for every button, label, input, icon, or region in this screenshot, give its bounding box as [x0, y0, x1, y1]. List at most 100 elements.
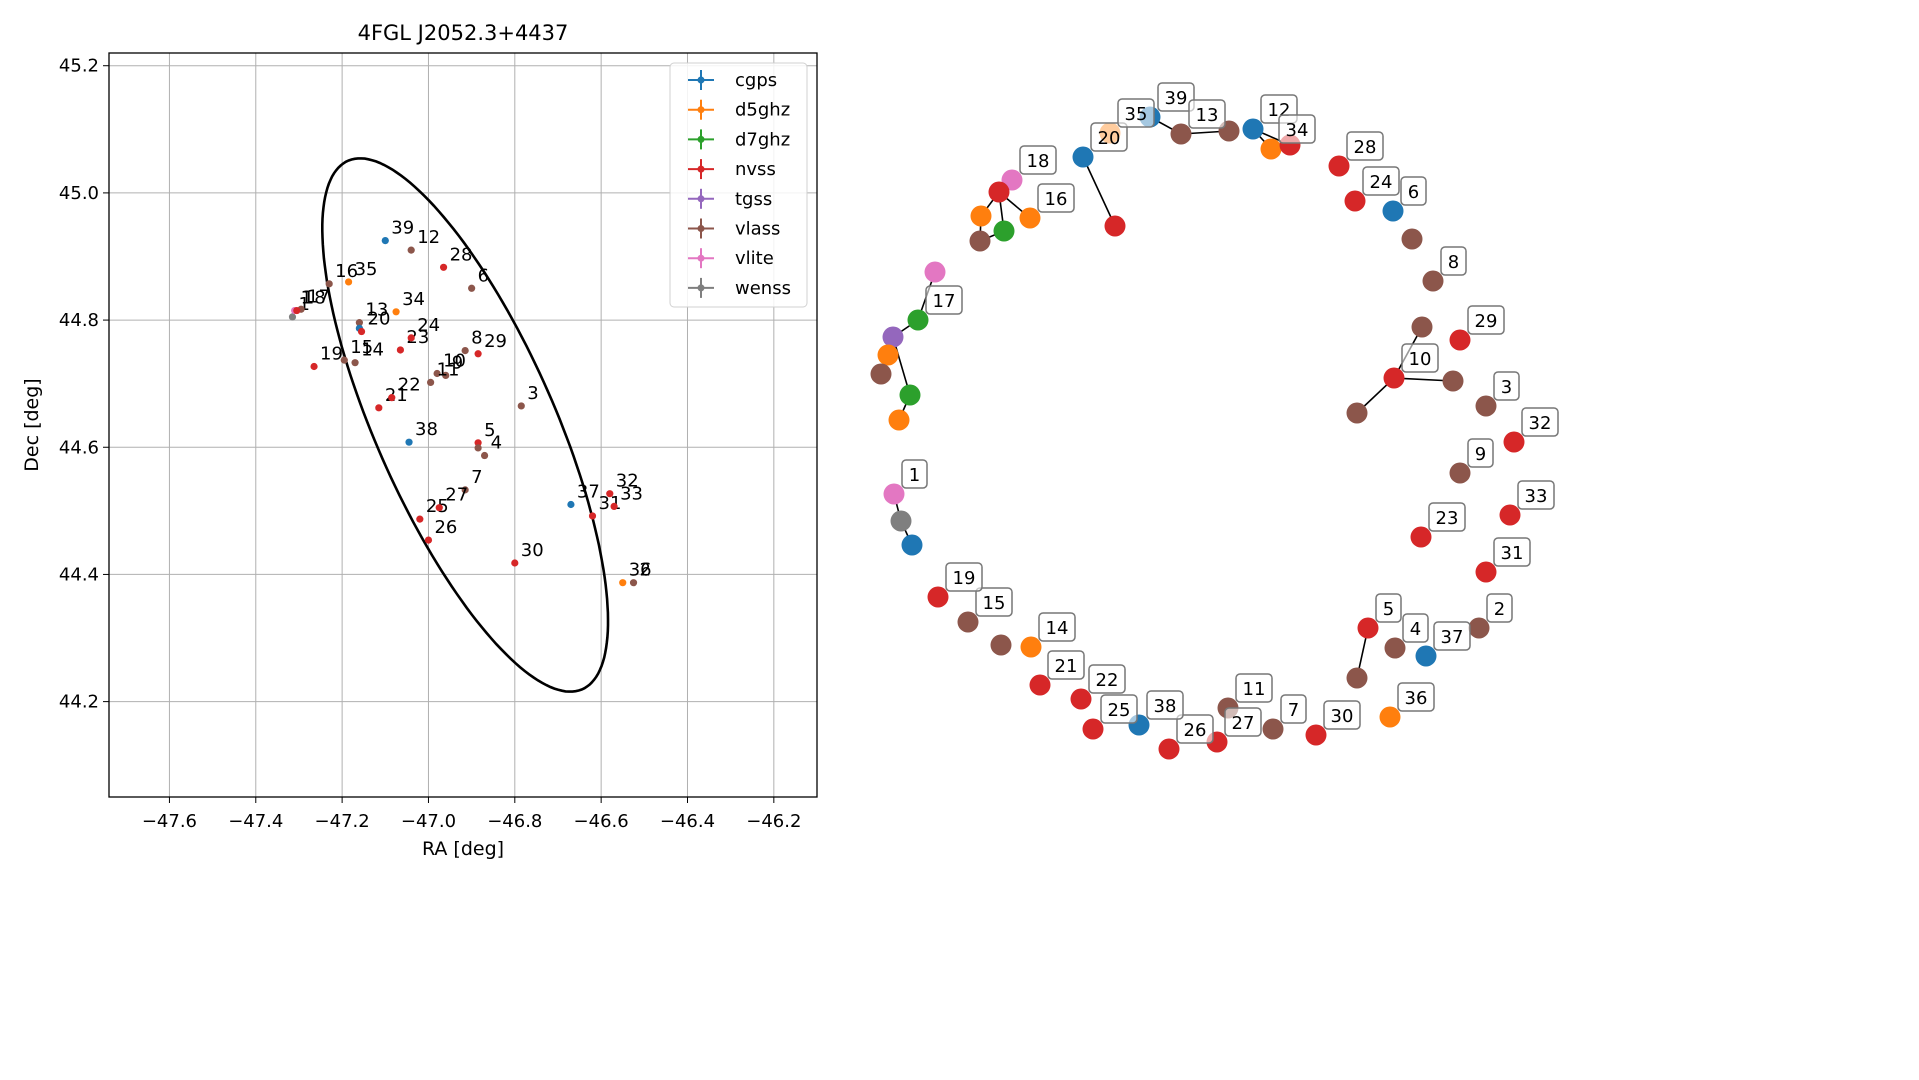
data-point-35	[344, 278, 353, 286]
point-label: 33	[620, 483, 643, 504]
data-point-22	[388, 394, 396, 402]
point-label: 29	[484, 331, 507, 352]
graph-label-box	[1323, 700, 1361, 730]
graph-node-28	[1328, 155, 1350, 177]
point-label: 6	[478, 265, 489, 286]
x-axis-label: RA [deg]	[422, 838, 504, 860]
legend-marker-dot	[697, 284, 705, 292]
graph-label-box	[1088, 664, 1126, 694]
graph-node-label: 26	[1176, 714, 1214, 744]
graph-node-label: 32	[1521, 407, 1559, 437]
graph-label-box	[1493, 537, 1531, 567]
graph-label-box	[1280, 694, 1307, 724]
y-axis-label: Dec [deg]	[21, 378, 43, 471]
data-point-19	[310, 362, 318, 371]
graph-node-d5ghz	[970, 205, 992, 227]
point-label: 24	[417, 315, 440, 336]
y-tick-label: 44.2	[59, 692, 99, 713]
graph-node-19	[927, 586, 949, 608]
graph-node-16	[1019, 207, 1041, 229]
graph-label-text: 17	[933, 291, 956, 312]
point-label: 19	[320, 343, 343, 364]
legend-item-vlite: vlite	[688, 248, 774, 269]
legend-items: cgps d5ghz d7ghz nvss tgss vlass vlite wenss	[688, 70, 791, 299]
graph-node-label: 34	[1278, 114, 1316, 144]
data-point-34	[392, 308, 400, 316]
point-label: 27	[445, 485, 468, 506]
graph-node-34	[1260, 138, 1282, 160]
graph-node-4	[1384, 637, 1406, 659]
graph-node-label: 29	[1467, 305, 1505, 335]
graph-label-text: 15	[983, 593, 1006, 614]
graph-node-label: 27	[1224, 707, 1262, 737]
legend-label: tgss	[735, 189, 772, 210]
legend-item-nvss: nvss	[688, 159, 776, 180]
graph-label-box	[1188, 99, 1226, 129]
graph-label-box	[1493, 371, 1520, 401]
graph-node-17	[907, 309, 929, 331]
graph-node-cgps	[901, 534, 923, 556]
graph-label-box	[1433, 621, 1471, 651]
legend-marker-dot	[697, 76, 705, 84]
graph-node-13	[1170, 123, 1192, 145]
data-point-26	[424, 536, 433, 544]
graph-node-label: 38	[1146, 690, 1184, 720]
graph-label-box	[1047, 650, 1085, 680]
graph-node-6	[1382, 200, 1404, 222]
graph-node-vlass	[1346, 667, 1368, 689]
x-tick-label: −47.2	[315, 811, 370, 832]
graph-node-label: 8	[1440, 246, 1467, 276]
x-tick-label: −47.0	[401, 811, 456, 832]
legend-box	[669, 62, 808, 308]
graph-node-label: 10	[1401, 343, 1439, 373]
point-label: 20	[368, 309, 391, 330]
point-label: 34	[402, 289, 425, 310]
graph-label-box	[1521, 407, 1559, 437]
graph-node-2	[1468, 617, 1490, 639]
graph-node-label: 37	[1433, 621, 1471, 651]
graph-node-label: 20	[1090, 122, 1128, 152]
graph-node-32	[1503, 431, 1525, 453]
graph-label-text: 5	[1383, 599, 1394, 620]
data-point-5	[474, 439, 482, 447]
legend-item-wenss: wenss	[688, 277, 791, 299]
graph-label-text: 13	[1196, 105, 1219, 126]
data-point-38	[405, 438, 413, 446]
x-tick-label: −46.8	[487, 811, 542, 832]
graph-label-text: 16	[1045, 189, 1068, 210]
legend-label: vlass	[735, 219, 780, 240]
graph-label-text: 31	[1501, 543, 1524, 564]
graph-node-label: 7	[1280, 694, 1307, 724]
data-point-vlass	[474, 444, 482, 452]
graph-node-label: 15	[975, 587, 1013, 617]
graph-label-text: 39	[1165, 88, 1188, 109]
data-point-9	[442, 371, 450, 379]
point-label: 17	[307, 286, 330, 307]
graph-label-text: 32	[1529, 413, 1552, 434]
legend-label: wenss	[735, 278, 791, 299]
graph-label-text: 23	[1436, 508, 1459, 529]
graph-node-vlass	[969, 230, 991, 252]
graph-label-box	[1146, 690, 1184, 720]
graph-label-box	[1224, 707, 1262, 737]
error-ellipse	[321, 157, 610, 693]
graph-label-text: 34	[1286, 120, 1309, 141]
x-tick-label: −46.4	[660, 811, 715, 832]
graph-node-tgss	[882, 326, 904, 348]
legend-marker-dot	[697, 254, 705, 262]
y-tick-label: 44.8	[59, 310, 99, 331]
legend-item-d7ghz: d7ghz	[688, 129, 790, 150]
graph-node-label: 28	[1346, 131, 1384, 161]
data-point-31	[588, 512, 597, 520]
x-axis-ticks: −47.6 −47.4 −47.2 −47.0 −46.8 −46.6 −46.4 −46.2	[142, 797, 801, 832]
graph-node-24	[1344, 190, 1366, 212]
graph-node-3	[1475, 395, 1497, 417]
graph-label-text: 22	[1096, 670, 1119, 691]
graph-label-box	[1038, 612, 1076, 642]
graph-label-box	[1100, 694, 1138, 724]
graph-label-text: 4	[1410, 619, 1421, 640]
graph-label-box	[901, 459, 928, 489]
graph-label-box	[1397, 682, 1435, 712]
data-point-14	[351, 359, 359, 367]
data-point-1	[288, 313, 297, 321]
